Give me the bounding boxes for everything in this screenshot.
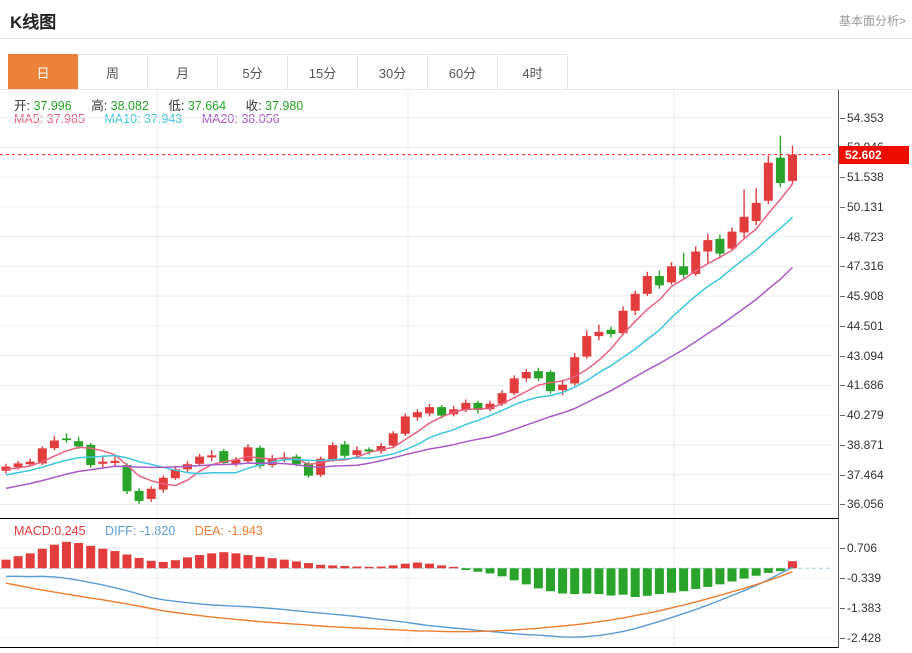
tab-5min[interactable]: 5分 <box>218 54 288 90</box>
period-tabbar: 日周月 5分 15分 30分 60分 4时 <box>8 54 568 90</box>
diff-value: -1.820 <box>139 524 176 538</box>
tab-month[interactable]: 月 <box>148 54 218 90</box>
y-axis-label: 51.538 <box>840 170 884 184</box>
chart-bottom-line <box>0 647 838 648</box>
low-label: 低: <box>168 99 185 113</box>
low-value: 37.664 <box>187 99 227 113</box>
high-label: 高: <box>91 99 108 113</box>
y-axis-label: 44.501 <box>840 319 884 333</box>
ma-legend: MA5: 37.985 MA10: 37.943 MA20: 38.056 <box>14 112 296 126</box>
ma5-value: 37.985 <box>46 112 85 126</box>
ohlc-legend: 开: 37.996 高: 38.082 低: 37.664 收: 37.980 <box>14 95 319 114</box>
main-candlestick-chart[interactable] <box>0 90 838 519</box>
macd-legend: MACD:0.245 DIFF: -1.820 DEA: -1.943 <box>14 524 279 538</box>
title-divider <box>0 38 912 39</box>
panel-separator <box>0 518 838 519</box>
macd-value: 0.245 <box>54 524 86 538</box>
ma5-label: MA5: <box>14 112 44 126</box>
y-axis-label: 43.094 <box>840 349 884 363</box>
y-axis-label: 54.353 <box>840 111 884 125</box>
tab-week[interactable]: 周 <box>78 54 148 90</box>
tab-15min[interactable]: 15分 <box>288 54 358 90</box>
current-price-tag: 52.602 <box>839 145 909 164</box>
y-axis-label: 37.464 <box>840 468 884 482</box>
ma20-value: 38.056 <box>241 112 280 126</box>
y-axis-label: -2.428 <box>840 631 881 645</box>
page-title: K线图 <box>10 13 57 32</box>
y-axis-column: 52.602 54.35352.94651.53850.13148.72347.… <box>838 90 912 648</box>
y-axis-label: 40.279 <box>840 408 884 422</box>
y-axis-label: 36.056 <box>840 497 884 511</box>
dea-value: -1.943 <box>227 524 263 538</box>
close-value: 37.980 <box>265 99 304 113</box>
macd-chart[interactable] <box>0 519 838 648</box>
y-axis-label: -1.383 <box>840 601 881 615</box>
fundamental-analysis-link[interactable]: 基本面分析> <box>838 14 906 28</box>
high-value: 38.082 <box>110 99 149 113</box>
y-axis-label: 41.686 <box>840 378 884 392</box>
open-label: 开: <box>14 99 30 113</box>
tab-4hour[interactable]: 4时 <box>498 54 568 90</box>
tabbar-underline <box>0 89 912 90</box>
macd-label: MACD: <box>14 524 55 538</box>
tab-day[interactable]: 日 <box>8 54 78 90</box>
dea-label: DEA: <box>194 524 224 538</box>
ma10-value: 37.943 <box>144 112 183 126</box>
close-label: 收: <box>245 99 262 113</box>
y-axis-label: 50.131 <box>840 200 884 214</box>
open-value: 37.996 <box>33 99 72 113</box>
y-axis-label: 45.908 <box>840 289 884 303</box>
y-axis-label: 47.316 <box>840 259 884 273</box>
ma20-label: MA20: <box>201 112 238 126</box>
tab-30min[interactable]: 30分 <box>358 54 428 90</box>
tab-60min[interactable]: 60分 <box>428 54 498 90</box>
y-axis-label: 0.706 <box>840 541 877 555</box>
y-axis-label: -0.339 <box>840 571 881 585</box>
diff-label: DIFF: <box>105 524 137 538</box>
ma10-label: MA10: <box>104 112 141 126</box>
y-axis-label: 38.871 <box>840 438 884 452</box>
y-axis-label: 48.723 <box>840 230 884 244</box>
